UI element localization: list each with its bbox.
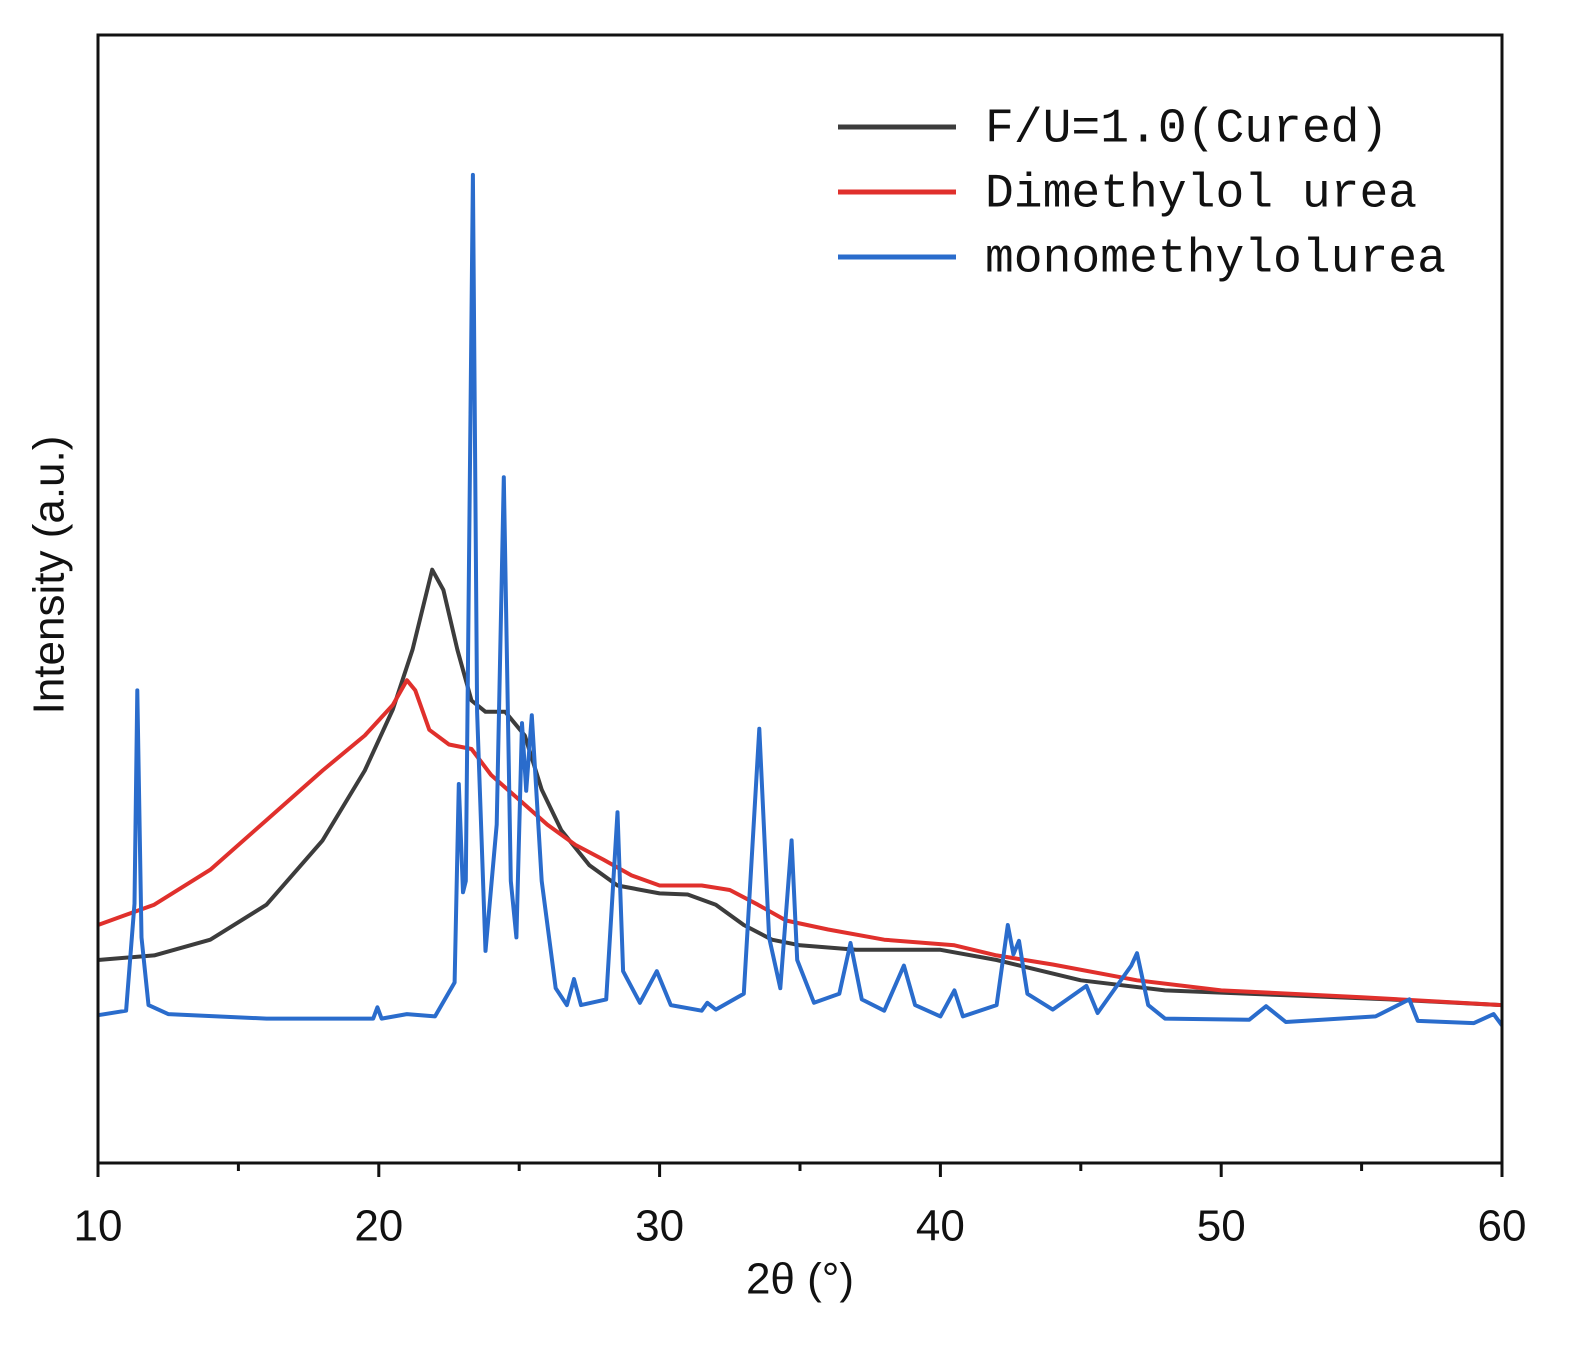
x-axis-label: 2θ (°) <box>746 1255 854 1304</box>
x-tick-label: 20 <box>354 1202 403 1251</box>
legend-label: Dimethylol urea <box>985 168 1417 222</box>
data-line <box>97 172 1504 1027</box>
x-tick-label: 40 <box>916 1202 965 1251</box>
legend-label: F/U=1.0(Cured) <box>985 103 1388 157</box>
x-tick-label: 60 <box>1478 1202 1527 1251</box>
x-tick-label: 50 <box>1197 1202 1246 1251</box>
legend-label: monomethylolurea <box>985 233 1446 287</box>
y-axis-label: Intensity (a.u.) <box>25 436 74 715</box>
x-tick-label: 30 <box>635 1202 684 1251</box>
x-tick-label: 10 <box>74 1202 123 1251</box>
data-line <box>97 567 1503 1008</box>
data-line <box>97 678 1503 1008</box>
